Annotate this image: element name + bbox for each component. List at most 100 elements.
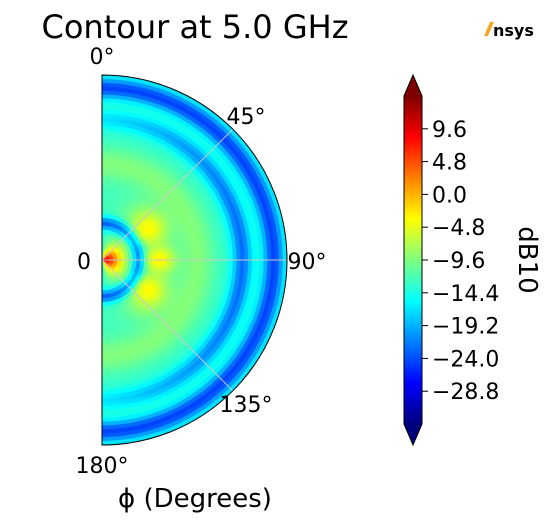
- colorbar-body: [404, 96, 422, 424]
- contour-cell: [263, 252, 269, 261]
- contour-cell: [107, 132, 114, 138]
- contour-cell: [102, 359, 107, 365]
- grid-line-135: [101, 259, 234, 392]
- contour-cell: [197, 250, 203, 257]
- contour-cell: [197, 263, 203, 270]
- contour-cell: [102, 317, 106, 322]
- contour-cell: [248, 259, 253, 267]
- contour-cell: [217, 254, 222, 261]
- contour-cell: [236, 253, 242, 261]
- contour-cell: [102, 348, 107, 353]
- angle-tick-135: 135°: [220, 393, 273, 418]
- contour-cell: [102, 432, 111, 438]
- contour-cell: [102, 82, 111, 88]
- contour-cell: [228, 259, 234, 267]
- contour-cell: [102, 167, 107, 172]
- contour-cell: [178, 259, 184, 264]
- contour-cell: [105, 355, 112, 361]
- contour-cell: [106, 144, 113, 149]
- contour-cell: [106, 151, 112, 157]
- contour-cell: [102, 355, 107, 361]
- contour-cell: [194, 255, 199, 261]
- contour-cell: [178, 256, 184, 261]
- contour-cell: [205, 250, 211, 256]
- contour-cell: [213, 264, 218, 271]
- contour-cell: [263, 259, 269, 268]
- contour-cell: [106, 378, 114, 384]
- colorbar-tick-label: −14.4: [432, 282, 499, 307]
- contour-cell: [259, 259, 265, 268]
- contour-cell: [107, 386, 114, 392]
- contour-cell: [106, 367, 113, 372]
- contour-cell: [209, 259, 215, 266]
- contour-cell: [102, 340, 107, 346]
- contour-cell: [102, 329, 106, 334]
- contour-cell: [106, 374, 113, 380]
- contour-cell: [105, 344, 111, 349]
- contour-cell: [193, 263, 199, 269]
- colorbar-tick-label: 9.6: [432, 118, 467, 143]
- contour-cell: [102, 159, 107, 165]
- contour-cell: [193, 251, 199, 257]
- contour-cell: [102, 136, 108, 141]
- contour-cell: [186, 255, 191, 261]
- contour-cell: [106, 148, 113, 153]
- contour-cell: [205, 259, 211, 266]
- contour-cell: [106, 140, 113, 146]
- contour-cell: [102, 409, 110, 415]
- angle-tick-180: 180°: [76, 454, 129, 479]
- contour-cell: [232, 253, 238, 261]
- contour-cell: [274, 251, 280, 261]
- contour-cell: [163, 253, 168, 258]
- contour-cell: [105, 336, 110, 342]
- contour-cell: [104, 332, 110, 338]
- colorbar-tick-label: −19.2: [432, 315, 499, 340]
- contour-cell: [282, 251, 287, 261]
- contour-cell: [102, 390, 109, 396]
- contour-cell: [102, 302, 105, 307]
- contour-cell: [251, 252, 257, 261]
- contour-cell: [236, 259, 242, 267]
- contour-cell: [102, 313, 105, 319]
- contour-cell: [102, 436, 111, 442]
- contour-cell: [255, 252, 261, 261]
- contour-cell: [105, 340, 110, 346]
- contour-cell: [170, 253, 176, 258]
- contour-cell: [174, 252, 180, 258]
- contour-cell: [105, 163, 111, 169]
- contour-cell: [102, 398, 109, 403]
- contour-cell: [102, 402, 109, 407]
- contour-cell: [267, 252, 272, 261]
- contour-cell: [228, 265, 234, 272]
- contour-cell: [105, 167, 111, 173]
- contour-cell: [102, 101, 110, 107]
- contour-cell: [102, 105, 110, 111]
- contour-cell: [271, 259, 276, 268]
- contour-cell: [240, 253, 245, 261]
- contour-cell: [102, 86, 110, 91]
- logo-text: nsys: [493, 21, 534, 40]
- contour-cell: [102, 147, 108, 153]
- contour-cell: [224, 254, 230, 261]
- contour-cell: [209, 254, 215, 261]
- contour-cell: [244, 253, 249, 261]
- colorbar-tick-label: −28.8: [432, 380, 499, 405]
- contour-cell: [216, 264, 222, 271]
- contour-cell: [182, 255, 188, 261]
- contour-cell: [102, 120, 109, 126]
- colorbar-extend-top: [404, 75, 422, 96]
- contour-cell: [104, 328, 109, 334]
- contour-cell: [274, 259, 280, 269]
- contour-cell: [107, 124, 115, 130]
- contour-cell: [182, 252, 188, 257]
- contour-cell: [106, 155, 112, 161]
- contour-cell: [102, 321, 106, 326]
- contour-cell: [102, 429, 110, 434]
- plot-outline: [101, 74, 288, 446]
- contour-cell: [102, 144, 108, 149]
- colorbar-tick-label: −4.8: [432, 216, 485, 241]
- contour-cell: [102, 151, 108, 157]
- contour-cell: [201, 255, 207, 261]
- contour-cell: [197, 259, 203, 265]
- contour-cell: [213, 259, 218, 266]
